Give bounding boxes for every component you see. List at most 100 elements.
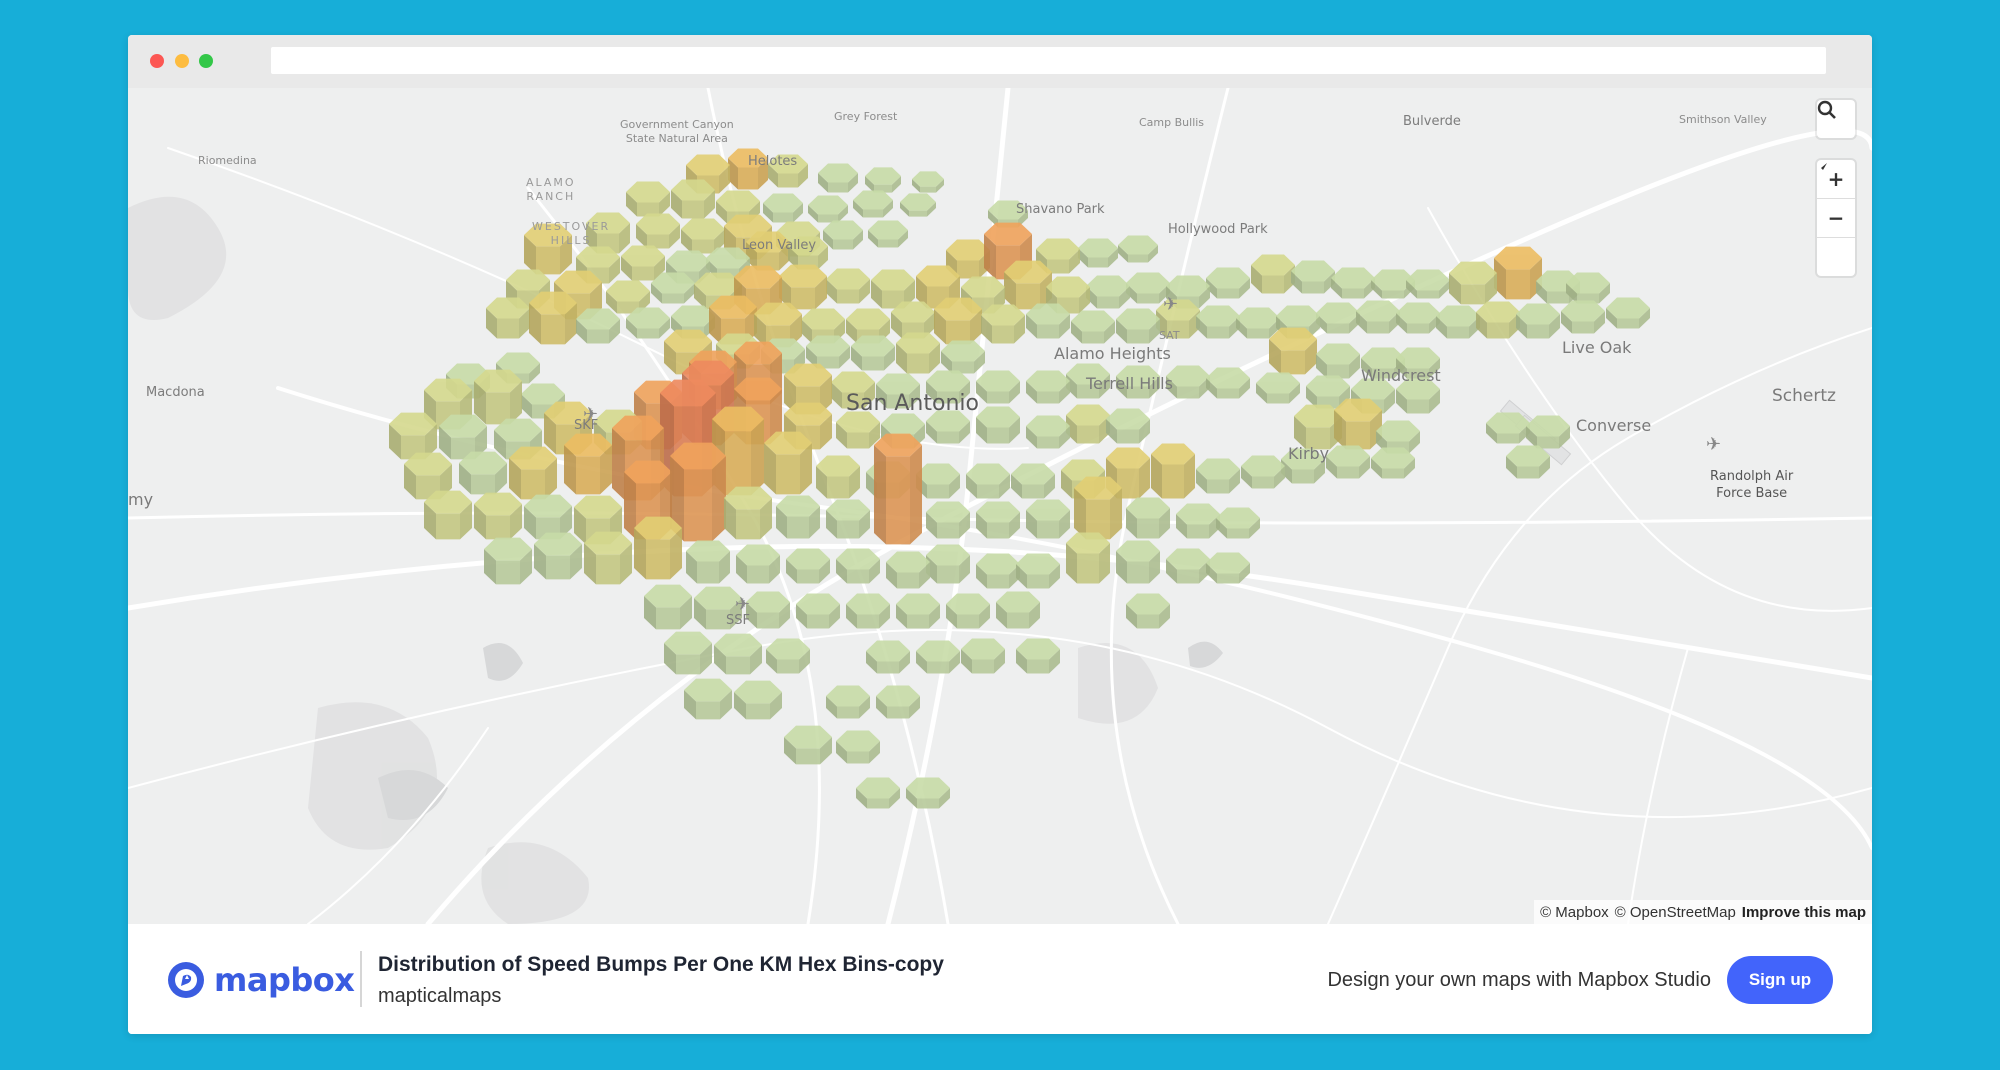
hex-bin-side [1396, 313, 1407, 334]
hex-bin-side [937, 431, 959, 444]
maximize-window-button[interactable] [199, 54, 213, 68]
zoom-out-button[interactable]: − [1817, 199, 1855, 238]
hex-bin-side [919, 562, 930, 589]
hex-bin-side [946, 320, 970, 345]
hex-bin [1078, 238, 1118, 268]
hex-bin-side [510, 504, 522, 540]
hex-bin-top [896, 593, 940, 615]
hex-bin-top [831, 371, 875, 393]
hex-bin-side [929, 343, 940, 374]
hex-bin-side [987, 427, 1009, 444]
svg-text:✈: ✈ [583, 404, 598, 425]
hex-bin-top [626, 307, 670, 329]
hex-bin-side [486, 308, 497, 339]
map-canvas[interactable]: ✈ ✈ ✈ ✈ San Antonio Camp Bullis Bulverde… [128, 88, 1872, 924]
hex-bin-side [1004, 272, 1016, 310]
hex-bin-side [632, 266, 654, 281]
improve-map-link[interactable]: Improve this map [1741, 903, 1866, 921]
hex-bin-top [1026, 499, 1070, 521]
address-bar[interactable] [271, 47, 1826, 74]
hex-bin [996, 591, 1040, 629]
hex-bin-top [1396, 347, 1440, 369]
minimize-window-button[interactable] [175, 54, 189, 68]
mapbox-logo[interactable]: mapbox [166, 960, 355, 1000]
hex-bin-side [818, 173, 828, 193]
map-owner[interactable]: mapticalmaps [378, 985, 502, 1007]
hex-bin [681, 218, 725, 254]
title-bar [128, 35, 1872, 88]
hex-bin-top [1371, 447, 1415, 469]
hex-bin [1476, 301, 1520, 339]
hex-bin-side [644, 596, 656, 630]
hex-bin-top [746, 591, 790, 613]
hex-bin-side [859, 696, 870, 719]
hex-bin-side [897, 572, 919, 589]
hex-bin-top [1074, 476, 1122, 500]
hex-bin-side [987, 574, 1009, 589]
label-live-oak: Live Oak [1562, 338, 1632, 357]
hex-bin [404, 452, 452, 500]
hex-bin-top [1078, 238, 1118, 258]
hex-bin-side [819, 559, 830, 584]
hex-bin-side [900, 202, 909, 217]
hex-bin-top [916, 463, 960, 485]
hex-bin-top [1241, 455, 1285, 477]
hex-bin-side [1526, 426, 1537, 449]
hex-bin [808, 195, 848, 223]
hex-bin [874, 433, 922, 545]
hex-bin-side [1187, 524, 1209, 539]
search-icon[interactable] [1817, 100, 1855, 138]
hex-bin-top [1566, 272, 1610, 294]
hex-bin-side [1487, 322, 1509, 339]
hex-bin-side [1137, 614, 1159, 629]
hex-bin-top [1281, 448, 1325, 470]
browser-window: ✈ ✈ ✈ ✈ San Antonio Camp Bullis Bulverde… [128, 35, 1872, 1034]
hex-bin [926, 501, 970, 539]
search-control[interactable] [1817, 100, 1855, 138]
hex-bin-side [977, 484, 999, 499]
hex-bin-side [724, 498, 736, 540]
hex-bin-top [1396, 302, 1440, 324]
hex-bin-side [927, 484, 949, 499]
hex-bin-side [979, 604, 990, 629]
hex-bin-side [976, 381, 987, 404]
hex-bin-side [898, 230, 908, 248]
hex-bin-top [912, 171, 944, 187]
hex-bin-side [853, 230, 863, 250]
mapbox-attribution-link[interactable]: © Mapbox [1540, 903, 1609, 921]
hex-bin-side [896, 343, 907, 374]
compass-icon[interactable] [1817, 163, 1855, 276]
hex-bin-side [1026, 510, 1037, 539]
osm-attribution-link[interactable]: © OpenStreetMap [1614, 903, 1736, 921]
hex-bin-side [779, 602, 790, 629]
hex-bin [1004, 260, 1052, 310]
hex-bin-side [836, 741, 847, 764]
hex-bin [900, 193, 936, 217]
hex-bin-top [1494, 246, 1542, 270]
hex-bin-side [670, 528, 682, 580]
hex-bin-top [961, 638, 1005, 660]
hex-bin-side [686, 551, 697, 584]
hex-bin-side [1049, 564, 1060, 589]
hex-bin-top [886, 551, 930, 573]
hex-bin-side [909, 210, 927, 217]
hex-bin-top [1126, 497, 1170, 519]
hex-bin-side [692, 239, 714, 254]
hex-bin [1486, 412, 1530, 444]
sign-up-button[interactable]: Sign up [1727, 956, 1833, 1004]
hex-bin-side [1337, 466, 1359, 479]
hex-bin-top [686, 540, 730, 562]
zoom-in-button[interactable]: + [1817, 160, 1855, 199]
close-window-button[interactable] [150, 54, 164, 68]
hex-bin-top [900, 193, 936, 211]
hex-bin-side [1217, 288, 1239, 299]
hex-bin-side [637, 202, 659, 217]
hex-bin-side [1126, 604, 1137, 629]
hex-bin-side [1324, 271, 1335, 294]
hex-bin-side [1306, 427, 1330, 450]
hex-bin-side [952, 361, 974, 374]
hex-bin-top [634, 516, 682, 540]
hex-bin-side [1118, 245, 1128, 263]
hex-bin-side [809, 506, 820, 539]
hex-bin-side [1116, 319, 1127, 344]
